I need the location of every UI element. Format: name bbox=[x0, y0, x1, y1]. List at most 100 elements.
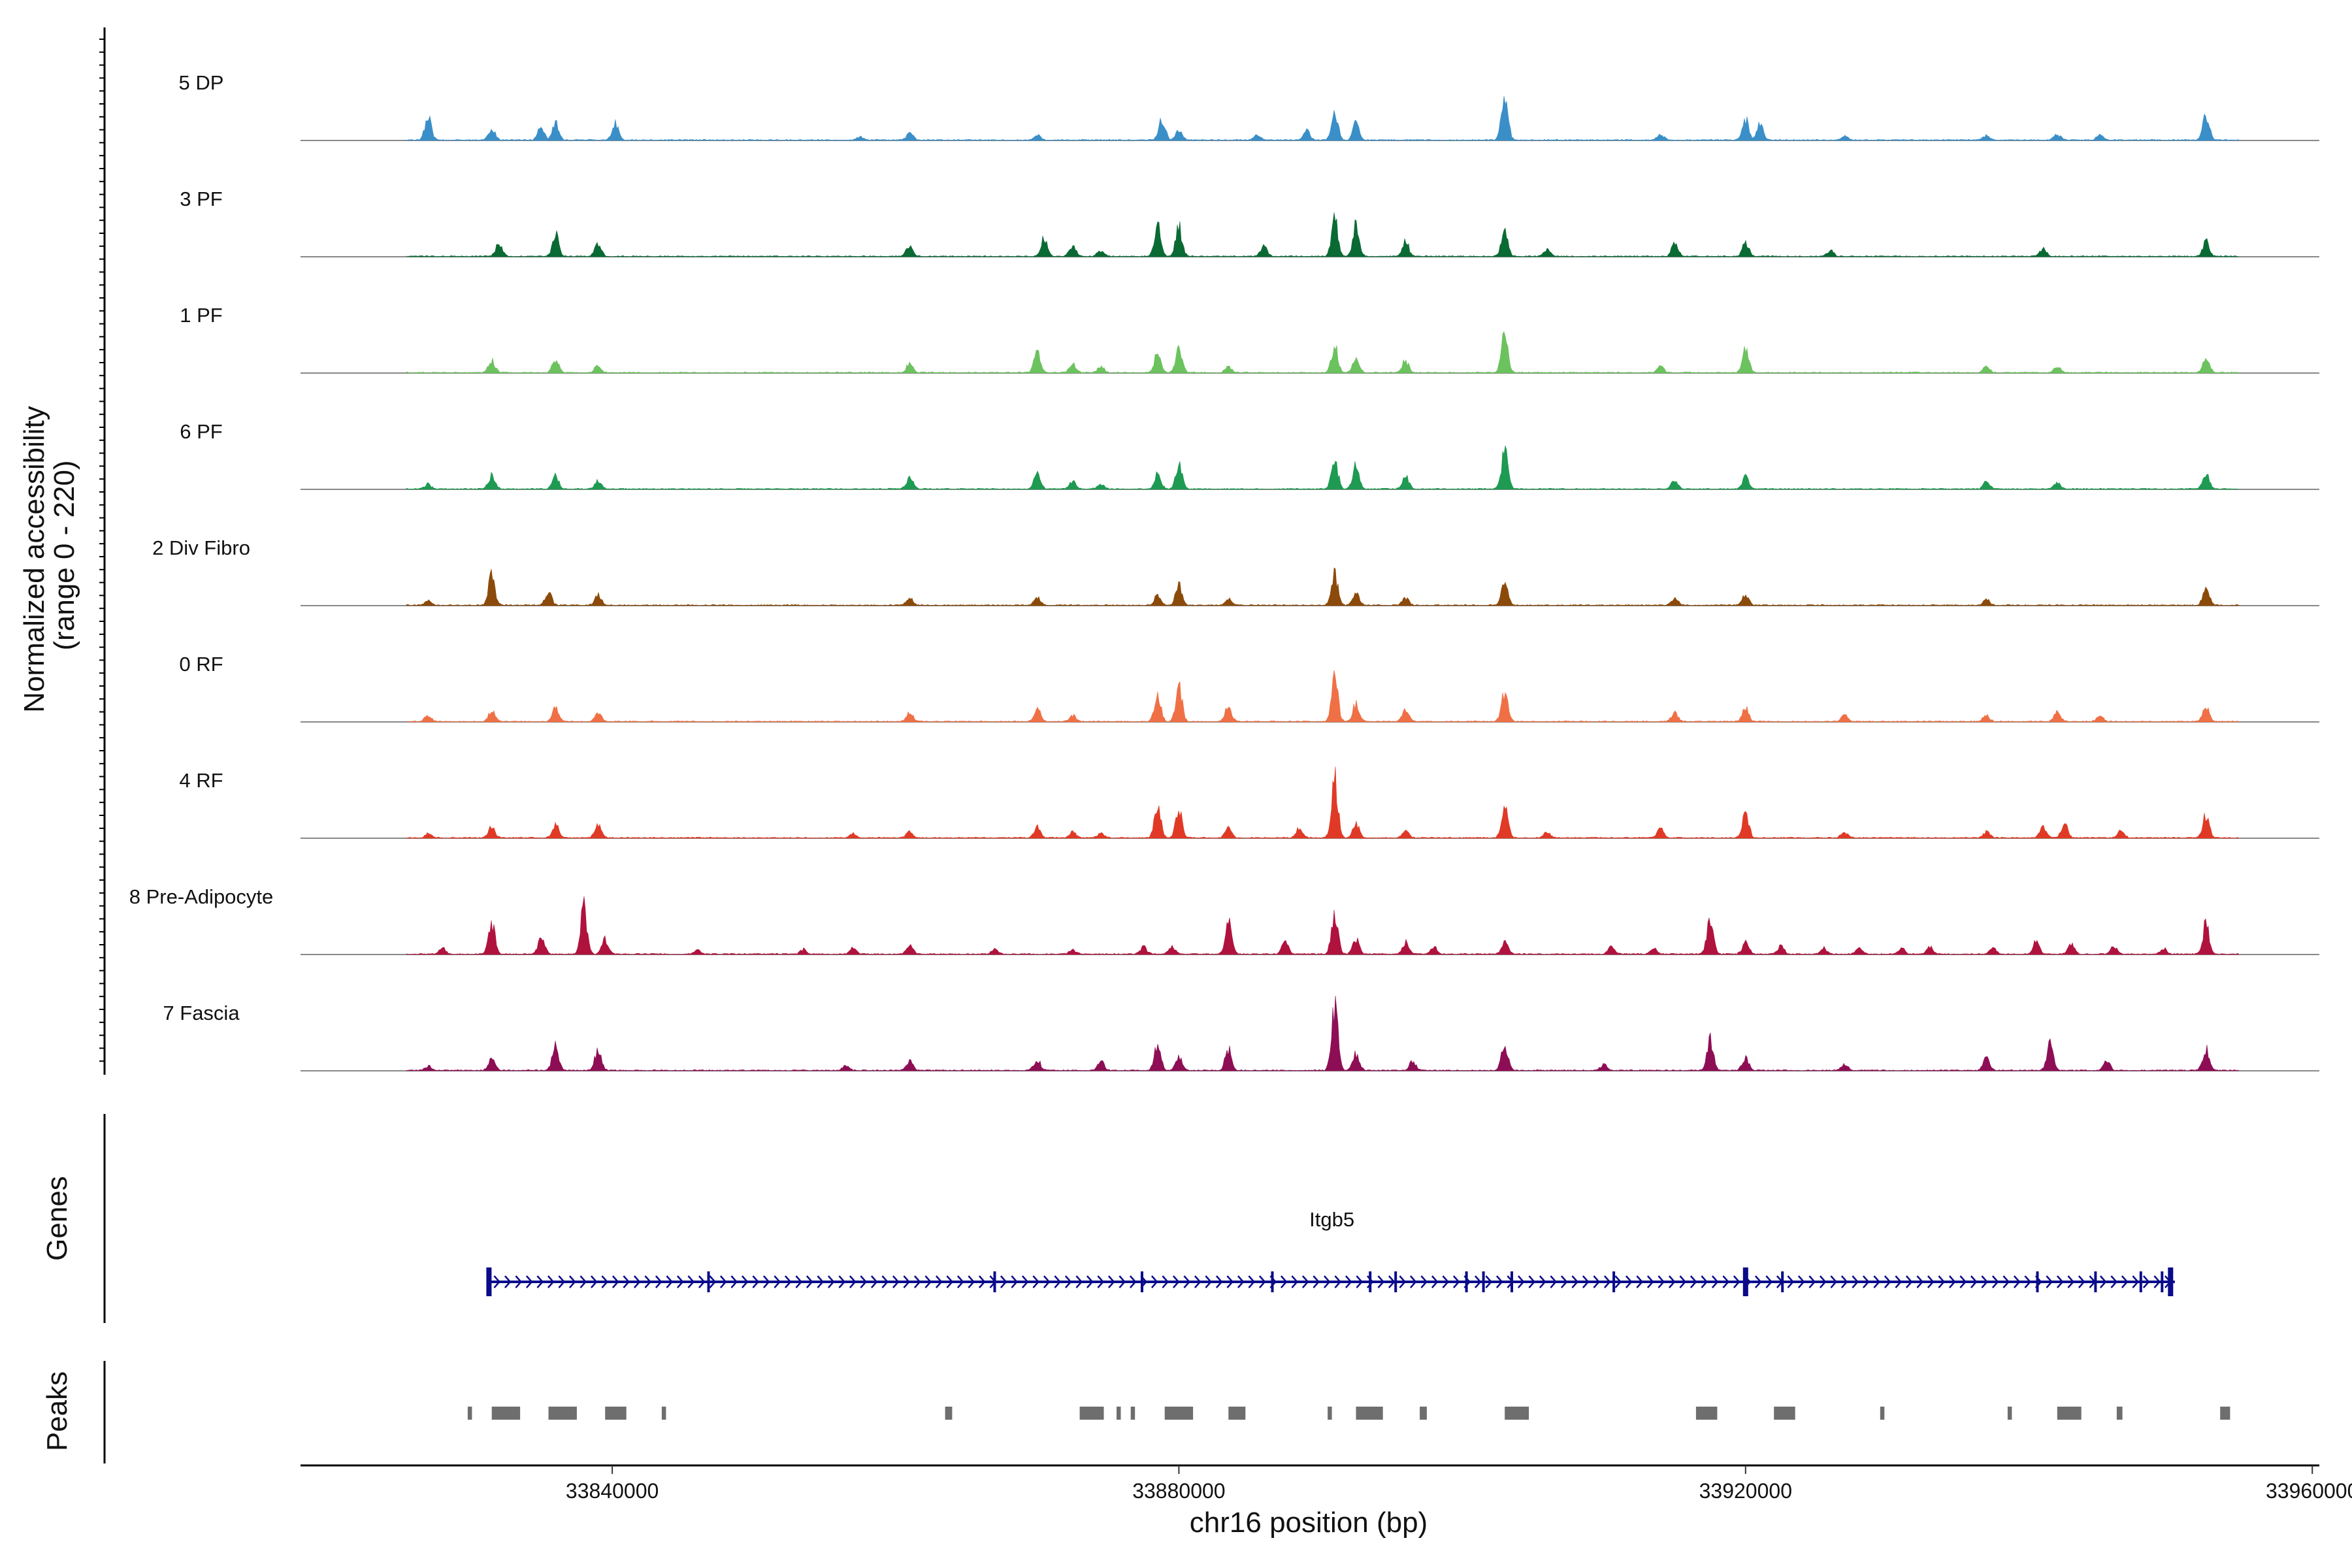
strand-arrow bbox=[687, 1275, 695, 1288]
exon-mark bbox=[2094, 1271, 2097, 1292]
strand-arrow bbox=[1205, 1275, 1213, 1288]
strand-arrow bbox=[504, 1275, 512, 1288]
strand-arrow bbox=[676, 1275, 684, 1288]
peak-region bbox=[2220, 1407, 2230, 1420]
peak-region bbox=[1774, 1407, 1795, 1420]
strand-arrow bbox=[1614, 1275, 1622, 1288]
strand-arrow bbox=[1658, 1275, 1665, 1288]
strand-arrow bbox=[1248, 1275, 1256, 1288]
strand-arrow bbox=[547, 1275, 555, 1288]
coverage-y-axis bbox=[99, 27, 106, 1075]
strand-arrow bbox=[666, 1275, 674, 1288]
strand-arrow bbox=[1409, 1275, 1417, 1288]
strand-arrow bbox=[1905, 1275, 1913, 1288]
strand-arrow bbox=[1852, 1275, 1859, 1288]
coverage-signal bbox=[406, 567, 2239, 606]
peak-region bbox=[1695, 1407, 1718, 1420]
strand-arrow bbox=[1258, 1275, 1266, 1288]
strand-arrow bbox=[1420, 1275, 1428, 1288]
strand-arrow bbox=[525, 1275, 533, 1288]
strand-arrow bbox=[838, 1275, 846, 1288]
strand-arrow bbox=[2078, 1275, 2085, 1288]
exon-mark bbox=[2139, 1271, 2142, 1292]
strand-arrow bbox=[2046, 1275, 2053, 1288]
strand-arrow bbox=[633, 1275, 641, 1288]
track-7-fascia: 7 Fascia bbox=[163, 996, 2319, 1071]
strand-arrow bbox=[709, 1275, 717, 1288]
strand-arrow bbox=[1151, 1275, 1158, 1288]
strand-arrow bbox=[2121, 1275, 2129, 1288]
strand-arrow bbox=[655, 1275, 662, 1288]
coverage-signal bbox=[406, 212, 2240, 257]
track-label: 2 Div Fibro bbox=[152, 536, 250, 559]
strand-arrow bbox=[1873, 1275, 1881, 1288]
strand-arrow bbox=[1948, 1275, 1956, 1288]
strand-arrow bbox=[1571, 1275, 1579, 1288]
strand-arrow bbox=[1226, 1275, 1234, 1288]
coverage-tracks: 5 DP 3 PF 1 PF 6 PF 2 Div Fibro 0 RF 4 RF 8 Pre… bbox=[129, 71, 2319, 1071]
peaks-panel bbox=[103, 1361, 2230, 1463]
strand-arrow bbox=[2153, 1275, 2161, 1288]
peak-region bbox=[945, 1407, 953, 1420]
strand-arrow bbox=[2013, 1275, 2021, 1288]
strand-arrow bbox=[1787, 1275, 1795, 1288]
strand-arrow bbox=[1237, 1275, 1245, 1288]
exon-mark bbox=[1394, 1271, 1397, 1292]
strand-arrow bbox=[1646, 1275, 1654, 1288]
strand-arrow bbox=[1765, 1275, 1773, 1288]
strand-arrow bbox=[968, 1275, 975, 1288]
strand-arrow bbox=[2142, 1275, 2150, 1288]
strand-arrow bbox=[1754, 1275, 1762, 1288]
peak-region bbox=[1880, 1407, 1885, 1420]
strand-arrow bbox=[1927, 1275, 1935, 1288]
peak-region bbox=[1505, 1407, 1529, 1420]
strand-arrow bbox=[1517, 1275, 1525, 1288]
exon-mark bbox=[1465, 1271, 1468, 1292]
gene-annotation-panel: Itgb5 bbox=[103, 1114, 2175, 1323]
x-tick-label: 33840000 bbox=[566, 1479, 659, 1503]
strand-arrow bbox=[1474, 1275, 1482, 1288]
strand-arrow bbox=[741, 1275, 749, 1288]
strand-arrow bbox=[1938, 1275, 1946, 1288]
strand-arrow bbox=[2110, 1275, 2118, 1288]
strand-arrow bbox=[913, 1275, 921, 1288]
strand-arrow bbox=[1495, 1275, 1503, 1288]
exon-mark bbox=[1742, 1267, 1748, 1296]
strand-arrow bbox=[1528, 1275, 1536, 1288]
strand-arrow bbox=[644, 1275, 652, 1288]
strand-arrow bbox=[1636, 1275, 1644, 1288]
strand-arrow bbox=[1183, 1275, 1191, 1288]
x-tick-label: 33880000 bbox=[1132, 1479, 1225, 1503]
peak-region bbox=[1130, 1407, 1135, 1420]
strand-arrow bbox=[1603, 1275, 1611, 1288]
strand-arrow bbox=[1323, 1275, 1331, 1288]
strand-arrow bbox=[1981, 1275, 1989, 1288]
strand-arrow bbox=[849, 1275, 857, 1288]
genes-panel-title: Genes bbox=[41, 1176, 73, 1261]
exon-mark bbox=[1781, 1271, 1784, 1292]
strand-arrow bbox=[1129, 1275, 1137, 1288]
strand-arrow bbox=[1733, 1275, 1740, 1288]
strand-arrow bbox=[784, 1275, 792, 1288]
track-label: 8 Pre-Adipocyte bbox=[129, 885, 274, 908]
strand-arrow bbox=[1701, 1275, 1708, 1288]
exon-mark bbox=[2036, 1271, 2039, 1292]
strand-arrow bbox=[1550, 1275, 1558, 1288]
strand-arrow bbox=[860, 1275, 868, 1288]
peak-region bbox=[1228, 1407, 1246, 1420]
peak-region bbox=[467, 1407, 472, 1420]
track-label: 7 Fascia bbox=[163, 1002, 240, 1024]
strand-arrow bbox=[2067, 1275, 2075, 1288]
strand-arrow bbox=[956, 1275, 964, 1288]
strand-arrow bbox=[2132, 1275, 2140, 1288]
y-axis-title-line1: Normalized accessibility bbox=[18, 406, 50, 712]
strand-arrow bbox=[1119, 1275, 1126, 1288]
x-tick-label: 33920000 bbox=[1699, 1479, 1792, 1503]
strand-arrow bbox=[590, 1275, 598, 1288]
strand-arrow bbox=[580, 1275, 587, 1288]
strand-arrow bbox=[806, 1275, 813, 1288]
exon-mark bbox=[1271, 1271, 1274, 1292]
strand-arrow bbox=[1722, 1275, 1730, 1288]
track-2-div-fibro: 2 Div Fibro bbox=[152, 536, 2319, 606]
strand-arrow bbox=[1808, 1275, 1816, 1288]
